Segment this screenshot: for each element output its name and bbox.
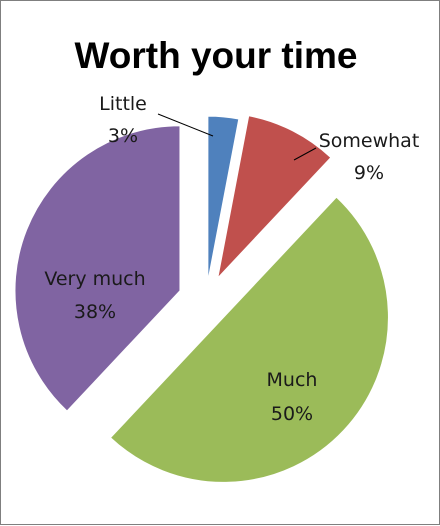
slice-category-label: Very much [44,268,145,290]
pie-slice-very-much [14,125,181,412]
slice-labels: Little 3% Somewhat 9% Much 50% Very much 38% [44,93,419,425]
leader-lines [157,113,317,161]
chart-title: Worth your time [75,35,358,76]
slice-percent-label: 9% [354,162,384,184]
pie-slice-somewhat [216,115,332,280]
pie-slice-little [207,115,240,282]
leader-line [157,113,214,137]
slice-category-label: Somewhat [319,130,420,152]
pie-slices [14,115,389,483]
leader-line [293,147,317,161]
slice-percent-label: 3% [108,125,138,147]
slice-category-label: Little [99,93,147,115]
slice-percent-label: 38% [74,301,116,323]
pie-slice-much [109,196,389,483]
slice-percent-label: 50% [271,403,313,425]
slice-category-label: Much [267,369,318,391]
